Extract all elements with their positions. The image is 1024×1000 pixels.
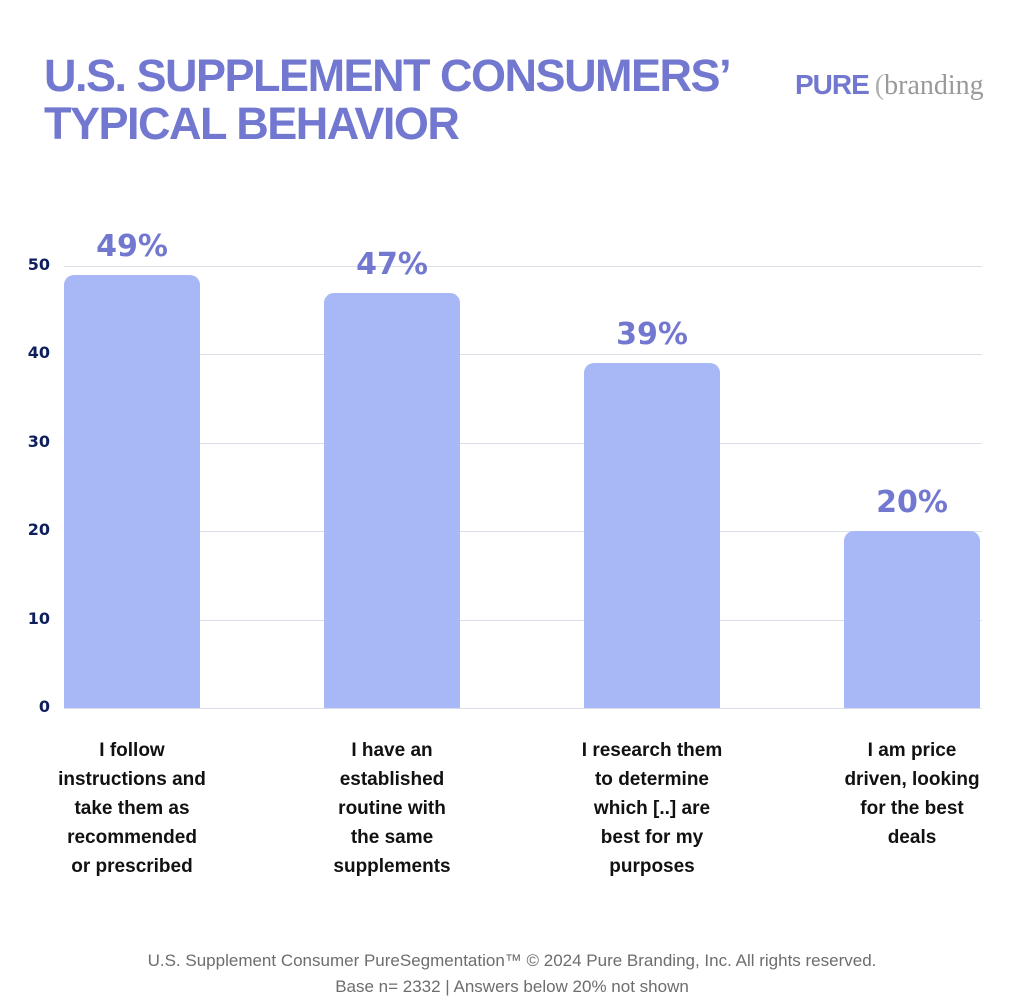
y-tick-label: 30	[27, 431, 50, 451]
category-label: I have an established routine with the s…	[333, 740, 451, 877]
pure-branding-logo: PURE (branding	[795, 68, 984, 103]
bar-value-label: 47%	[356, 246, 428, 282]
gridline	[64, 442, 982, 444]
logo-paren: (	[874, 70, 885, 101]
y-tick-label: 40	[27, 343, 50, 363]
bar	[64, 274, 200, 708]
title-line-1: U.S. SUPPLEMENT CONSUMERS’	[44, 50, 732, 101]
gridline	[64, 354, 982, 356]
gridline	[64, 708, 982, 709]
bar-value-label: 20%	[876, 485, 948, 521]
plot-area: 49% 47% 39% 20%	[64, 0, 982, 1000]
category-label: I am price driven, looking for the best …	[844, 740, 980, 848]
footer-copyright: U.S. Supplement Consumer PureSegmentatio…	[147, 951, 877, 970]
bar	[324, 292, 460, 708]
gridline	[64, 531, 982, 533]
y-tick-label: 20	[27, 520, 50, 540]
bar-value-label: 39%	[616, 317, 688, 353]
bar	[844, 531, 980, 708]
title-line-2: TYPICAL BEHAVIOR	[44, 98, 460, 149]
bar	[584, 363, 720, 708]
y-tick-label: 50	[27, 255, 50, 274]
logo-pure: PURE	[795, 69, 870, 100]
category-label: I follow instructions and take them as r…	[58, 740, 206, 877]
footer-base-note: Base n= 2332 | Answers below 20% not sho…	[335, 977, 689, 996]
gridline	[64, 266, 982, 267]
logo-branding: branding	[884, 70, 984, 101]
y-tick-label: 10	[27, 608, 50, 628]
gridline	[64, 619, 982, 621]
chart-title: U.S. SUPPLEMENT CONSUMERS’ TYPICAL BEHAV…	[44, 50, 732, 149]
category-label: I research them to determine which [..] …	[581, 740, 723, 877]
bar-value-label: 49%	[96, 228, 168, 264]
y-tick-label: 0	[38, 697, 50, 716]
